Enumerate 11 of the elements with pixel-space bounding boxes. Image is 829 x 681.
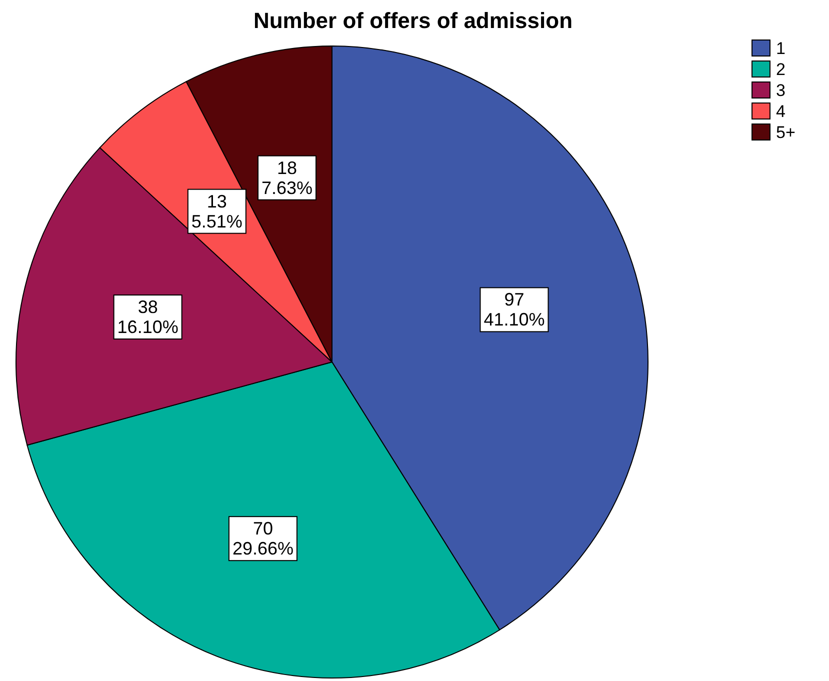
data-label: 97 41.10% [484,290,545,330]
data-label: 38 16.10% [117,297,178,338]
data-label: 18 7.63% [261,158,313,198]
legend-label: 1 [776,39,786,58]
data-label: 13 5.51% [191,191,242,232]
legend-label: 5+ [776,123,796,142]
chart-title: Number of offers of admission [253,8,573,33]
legend-label: 2 [776,60,786,79]
legend-label: 4 [776,102,786,121]
data-label: 70 29.66% [232,518,294,559]
legend-label: 3 [776,81,786,100]
